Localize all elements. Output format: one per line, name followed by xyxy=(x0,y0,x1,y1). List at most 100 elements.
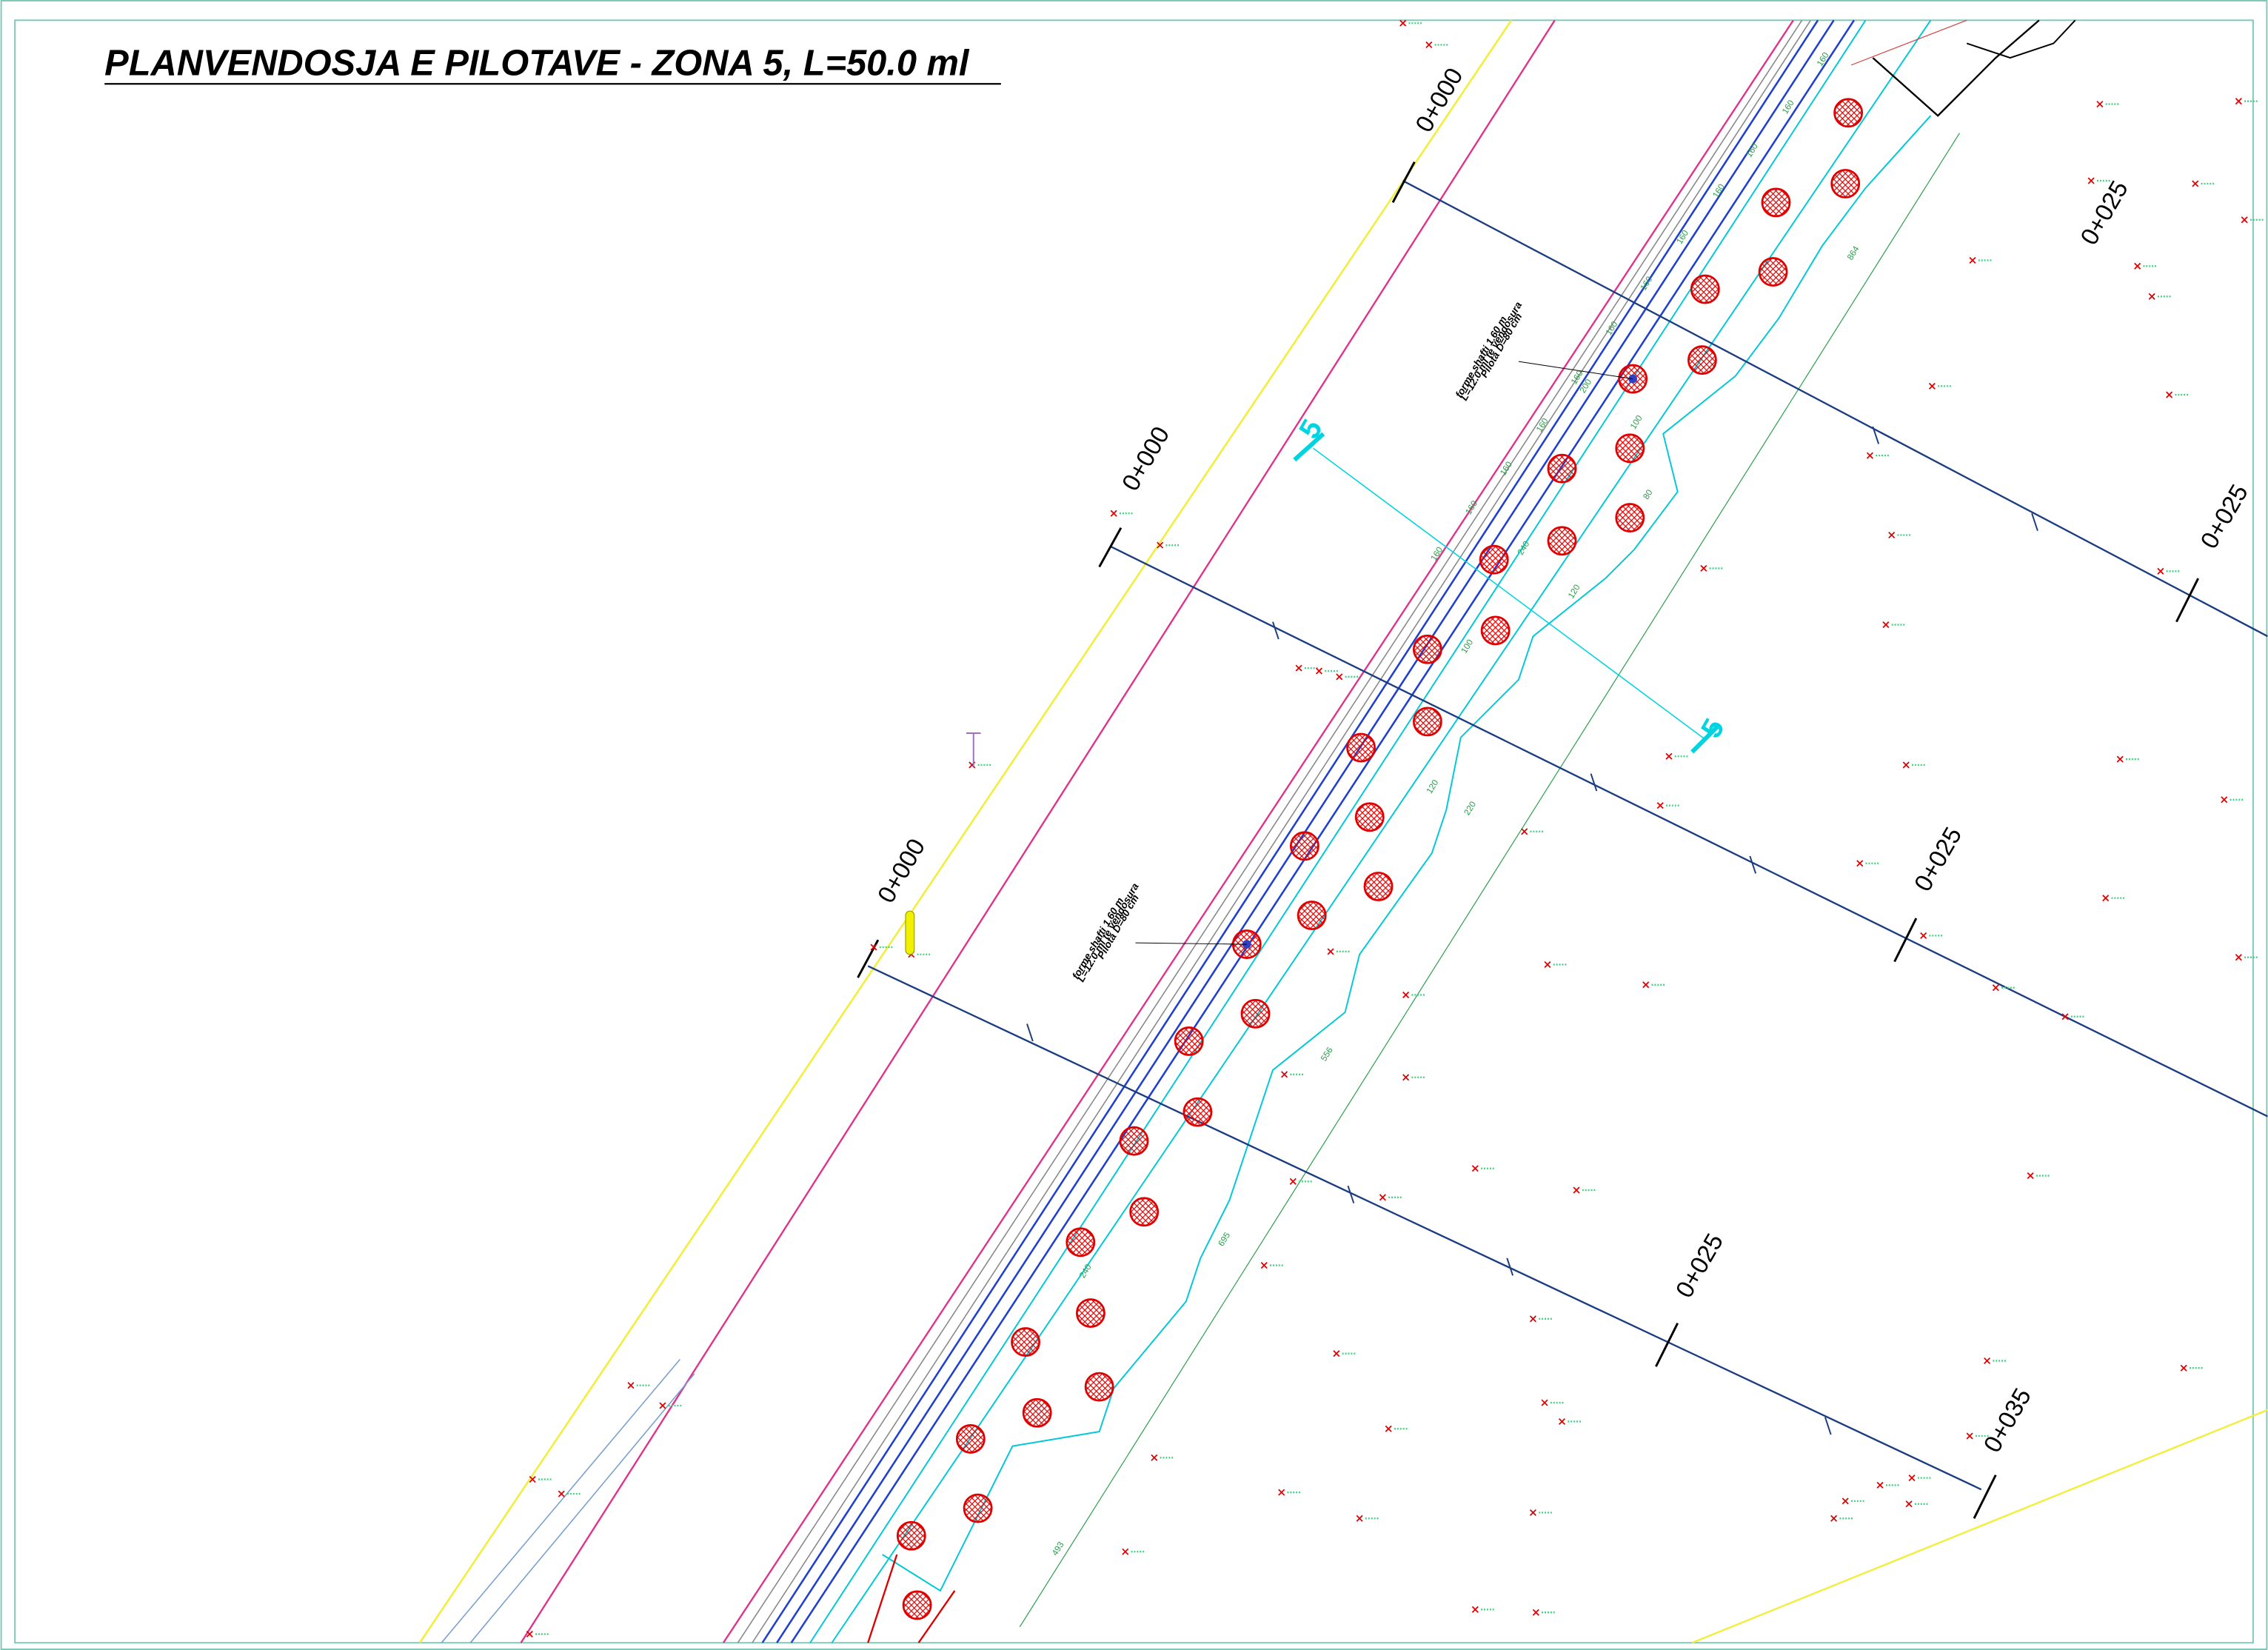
building xyxy=(1966,19,2076,59)
pile xyxy=(1687,345,1717,375)
pile xyxy=(1182,1097,1213,1127)
dimension-label: 160 xyxy=(1711,182,1727,200)
survey-point xyxy=(1558,1417,1566,1426)
dimension-label: 120 xyxy=(1566,583,1582,601)
pile xyxy=(1363,872,1394,901)
survey-point xyxy=(1866,452,1873,459)
survey-point xyxy=(1888,531,1896,539)
pile xyxy=(1297,901,1327,930)
survey-point xyxy=(1842,1497,1849,1505)
survey-point xyxy=(1521,828,1528,835)
survey-point xyxy=(1529,1509,1536,1517)
dimension-label: 864 xyxy=(1845,244,1861,262)
gray-line xyxy=(752,19,1812,1643)
survey-point xyxy=(1281,1071,1288,1078)
survey-point xyxy=(1544,961,1551,968)
pile xyxy=(1289,831,1319,861)
pile xyxy=(1240,998,1271,1029)
pile xyxy=(1830,169,1861,198)
station-tick xyxy=(1506,1257,1514,1276)
survey-point xyxy=(1289,1178,1297,1185)
survey-point xyxy=(1327,948,1334,955)
leader-line xyxy=(1135,942,1247,945)
title: PLANVENDOSJA E PILOTAVE - ZONA 5, L=50.0… xyxy=(104,44,970,84)
road-edge xyxy=(1691,1409,2268,1644)
survey-point xyxy=(1157,541,1164,549)
survey-point xyxy=(2027,1172,2034,1180)
blue-line xyxy=(761,19,1819,1643)
survey-point xyxy=(1830,1514,1838,1522)
survey-point xyxy=(1110,510,1117,517)
boundary-line xyxy=(722,19,1794,1643)
survey-point xyxy=(2096,101,2104,108)
survey-point xyxy=(2235,98,2242,105)
pile xyxy=(1547,453,1577,484)
survey-point xyxy=(2116,755,2124,763)
station-line xyxy=(1402,180,2268,638)
inner-frame xyxy=(14,19,2254,1644)
blue-line xyxy=(790,19,1855,1643)
station-tick xyxy=(2175,578,2199,623)
station-tick xyxy=(1872,426,1880,444)
pile xyxy=(955,1423,986,1454)
cyan-line xyxy=(809,19,1867,1643)
pile xyxy=(963,1493,993,1523)
dimension-label: 220 xyxy=(1462,800,1479,818)
station-tick xyxy=(1749,855,1757,874)
station-tick xyxy=(1347,1185,1355,1203)
dimension-label: 160 xyxy=(1464,498,1480,516)
survey-point xyxy=(1905,1500,1913,1508)
survey-point xyxy=(2061,1013,2069,1021)
survey-point xyxy=(1402,991,1410,998)
dimension-label: 695 xyxy=(1217,1230,1233,1248)
survey-point xyxy=(1656,802,1664,809)
survey-point xyxy=(1642,981,1650,989)
survey-point xyxy=(1984,1357,1991,1364)
section-cut xyxy=(1293,432,1325,462)
pile xyxy=(1129,1197,1160,1227)
station-label: 0+025 xyxy=(2075,176,2134,250)
survey-point xyxy=(2166,391,2173,398)
survey-point xyxy=(870,943,877,951)
survey-point xyxy=(1532,1609,1539,1616)
station-tick xyxy=(1590,773,1598,792)
dimension-label: 160 xyxy=(1745,141,1761,159)
road-edge xyxy=(418,19,1513,1643)
dimension-label: 160 xyxy=(1639,275,1655,293)
cyan-line xyxy=(831,19,1932,1643)
pile xyxy=(1761,187,1791,218)
survey-point xyxy=(1402,1074,1410,1081)
station-tick xyxy=(1391,161,1416,204)
survey-point xyxy=(1928,382,1936,390)
section-mark: 5 xyxy=(1695,714,1730,744)
station-tick xyxy=(1026,1023,1034,1042)
survey-point xyxy=(1471,1606,1479,1613)
pile xyxy=(1354,802,1385,832)
pile-zone-outline xyxy=(882,115,1932,1592)
pile xyxy=(1022,1397,1052,1428)
survey-point xyxy=(529,1476,536,1483)
building xyxy=(1872,19,2040,117)
survey-point xyxy=(2180,1364,2187,1372)
pile xyxy=(896,1520,926,1551)
station-label: 0+000 xyxy=(1411,64,1469,137)
survey-point xyxy=(1700,564,1707,572)
station-label: 0+025 xyxy=(2195,480,2254,553)
pipe-line xyxy=(441,1359,680,1643)
pipe-line xyxy=(469,1373,695,1643)
section-cut xyxy=(1690,724,1720,754)
station-label: 0+025 xyxy=(1670,1229,1729,1303)
survey-point xyxy=(1992,984,1999,992)
survey-point xyxy=(1260,1262,1268,1269)
red-line xyxy=(917,1590,956,1643)
pile xyxy=(1346,732,1376,763)
survey-point xyxy=(1379,1194,1386,1201)
survey-point xyxy=(2235,954,2242,961)
dimension-label: 160 xyxy=(1534,416,1551,434)
survey-point xyxy=(1399,19,1407,27)
station-line xyxy=(1110,546,2268,1118)
survey-point xyxy=(1336,673,1343,681)
station-tick xyxy=(1824,1417,1832,1435)
